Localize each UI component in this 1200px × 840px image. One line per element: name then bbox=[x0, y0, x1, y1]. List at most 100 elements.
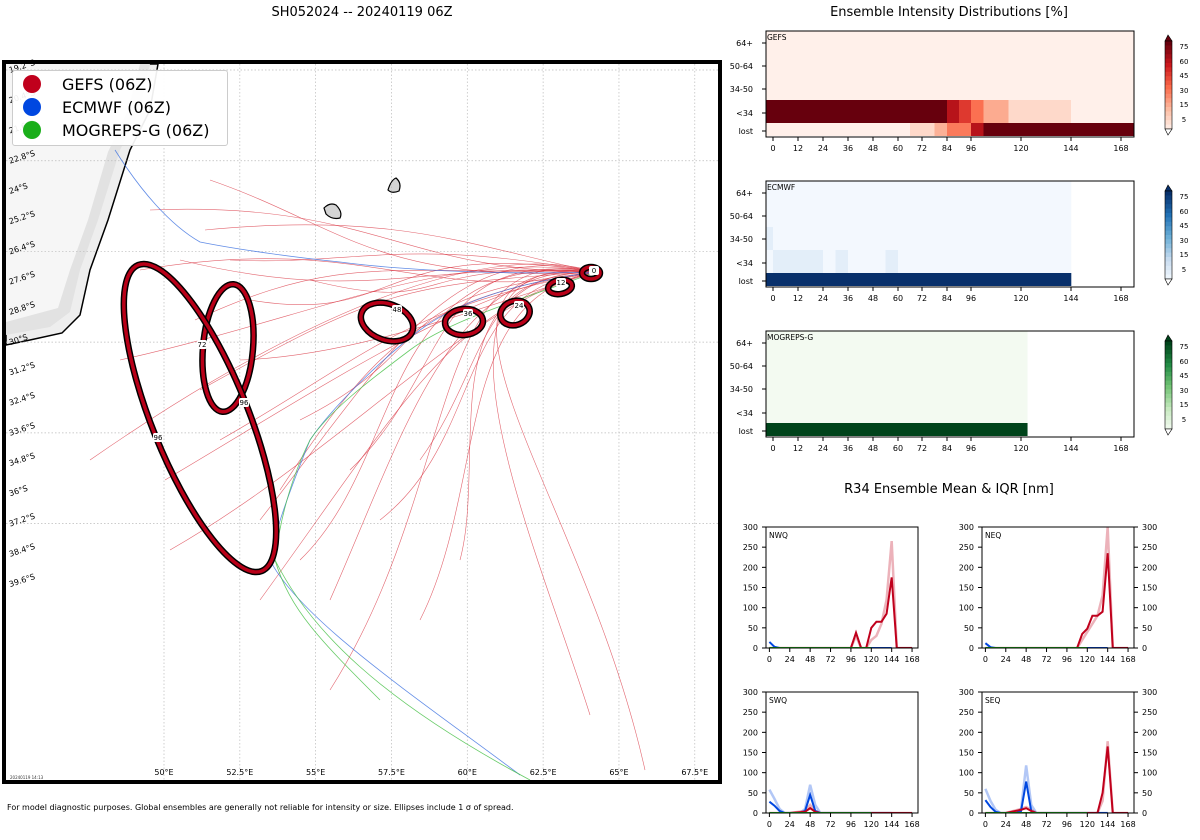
colorbar-step bbox=[1165, 363, 1172, 368]
forecast-ellipses: 0 12 24 36 48 72 96 96 bbox=[120, 260, 604, 576]
colorbar-step bbox=[1165, 120, 1172, 126]
heat-cell bbox=[934, 123, 948, 136]
gefs-track bbox=[299, 271, 597, 421]
colorbar-step bbox=[1165, 354, 1172, 360]
colorbar-step bbox=[1165, 199, 1172, 205]
x-tick-label: 120 bbox=[1013, 444, 1028, 453]
x-tick-label: 12 bbox=[793, 444, 803, 453]
x-tick-label: 96 bbox=[846, 655, 856, 664]
x-tick-label: 36 bbox=[843, 444, 853, 453]
heat-cell bbox=[1071, 100, 1135, 123]
x-tick-label: 72 bbox=[917, 144, 927, 153]
colorbar-step bbox=[1165, 98, 1172, 104]
heatmap-frame bbox=[765, 180, 1135, 288]
r34-title: R34 Ensemble Mean & IQR [nm] bbox=[844, 482, 1054, 497]
x-tick-label: 144 bbox=[1100, 820, 1115, 829]
x-tick-label: 48 bbox=[868, 144, 878, 153]
heat-cell bbox=[766, 100, 948, 123]
y-tick-label: 50 bbox=[1142, 624, 1152, 633]
row-label: 34-50 bbox=[730, 235, 753, 244]
lon-label: 67.5°E bbox=[681, 768, 708, 777]
colorbar-step bbox=[1165, 274, 1172, 280]
quadrant-label: SEQ bbox=[985, 696, 1000, 705]
colorbar-step bbox=[1165, 252, 1172, 258]
iqr-band bbox=[984, 765, 1108, 813]
colorbar-step bbox=[1165, 270, 1172, 276]
colorbar-arrow-bottom bbox=[1164, 128, 1173, 136]
heat-cell bbox=[1008, 100, 1072, 123]
heat-cell bbox=[971, 123, 984, 136]
gefs-track bbox=[419, 271, 597, 461]
y-tick-label: 100 bbox=[1142, 769, 1157, 778]
heat-cell bbox=[959, 100, 972, 123]
ellipse-label-bg bbox=[153, 433, 163, 442]
x-tick-label: 168 bbox=[1113, 144, 1128, 153]
x-tick-label: 60 bbox=[893, 294, 903, 303]
x-tick-label: 120 bbox=[864, 655, 879, 664]
x-tick-label: 120 bbox=[1013, 144, 1028, 153]
y-tick-label: 0 bbox=[1142, 809, 1147, 818]
x-tick-label: 60 bbox=[893, 444, 903, 453]
x-tick-label: 24 bbox=[1001, 655, 1011, 664]
row-label: 50-64 bbox=[730, 62, 753, 71]
colorbar-step bbox=[1165, 385, 1172, 390]
ecmwf-marker-icon bbox=[23, 98, 41, 116]
ellipse-hour-label: 48 bbox=[393, 306, 402, 314]
gefs-track bbox=[229, 253, 597, 273]
mogreps-track bbox=[274, 271, 597, 701]
colorbar-step bbox=[1165, 265, 1172, 271]
y-tick-label: 150 bbox=[1142, 584, 1157, 593]
heat-cell bbox=[766, 331, 1028, 354]
x-tick-label: 120 bbox=[864, 820, 879, 829]
lon-label: 60°E bbox=[458, 768, 477, 777]
heat-cell bbox=[766, 400, 1028, 423]
colorbar-label: 15 bbox=[1180, 251, 1189, 259]
y-tick-label: 250 bbox=[743, 708, 758, 717]
heat-cell bbox=[766, 31, 1135, 54]
map-gridlines bbox=[6, 64, 718, 780]
heatmap-mogreps-g: MOGREPS-G 64+ 50-64 34-50 <34 lost 0 12 24 36 48 60… bbox=[730, 330, 1188, 453]
longitude-labels: 50°E 52.5°E 55°E 57.5°E 60°E 62.5°E 65°E 67.5°E bbox=[154, 768, 708, 777]
colorbar-label: 60 bbox=[1180, 58, 1189, 66]
colorbar-label: 30 bbox=[1180, 87, 1189, 95]
colorbar-label: 75 bbox=[1180, 43, 1189, 51]
x-tick-label: 84 bbox=[942, 444, 952, 453]
lon-label: 65°E bbox=[609, 768, 628, 777]
heat-cell bbox=[766, 273, 1072, 286]
colorbar-step bbox=[1165, 49, 1172, 55]
colorbar-step bbox=[1165, 257, 1172, 262]
r34-swq: SWQ 0 24 48 72 96 120 144 168 0 50 100 150 200 250 300 bbox=[743, 688, 920, 829]
y-tick-label: 250 bbox=[1142, 708, 1157, 717]
heat-cell bbox=[773, 250, 824, 273]
mean-line bbox=[984, 781, 1108, 813]
iqr-band bbox=[985, 527, 1129, 648]
row-label: <34 bbox=[736, 409, 753, 418]
x-tick-label: 72 bbox=[917, 294, 927, 303]
colorbar-step bbox=[1165, 420, 1172, 426]
heat-cell bbox=[766, 77, 1135, 100]
y-tick-label: 100 bbox=[959, 769, 974, 778]
heat-cell bbox=[766, 204, 1072, 227]
y-tick-label: 250 bbox=[959, 543, 974, 552]
ellipse-label-bg bbox=[589, 266, 599, 275]
colorbar-arrow-top bbox=[1164, 34, 1173, 42]
x-tick-label: 24 bbox=[785, 655, 795, 664]
gefs-track bbox=[496, 271, 646, 771]
x-tick-label: 24 bbox=[818, 144, 828, 153]
legend-item-ecmwf: ECMWF (06Z) bbox=[23, 96, 171, 118]
x-tick-label: 168 bbox=[904, 655, 919, 664]
row-label: 34-50 bbox=[730, 385, 753, 394]
ellipse-label-bg bbox=[392, 305, 402, 314]
y-tick-label: 300 bbox=[959, 523, 974, 532]
colorbar-step bbox=[1165, 376, 1172, 382]
x-tick-label: 48 bbox=[805, 820, 815, 829]
colorbar-label: 30 bbox=[1180, 237, 1189, 245]
y-tick-label: 0 bbox=[969, 809, 974, 818]
heatmap-model-label: GEFS bbox=[767, 33, 787, 42]
mean-line bbox=[769, 577, 913, 648]
y-tick-label: 200 bbox=[959, 563, 974, 572]
colorbar-step bbox=[1165, 107, 1172, 112]
colorbar-step bbox=[1165, 111, 1172, 117]
x-tick-label: 144 bbox=[1063, 294, 1078, 303]
